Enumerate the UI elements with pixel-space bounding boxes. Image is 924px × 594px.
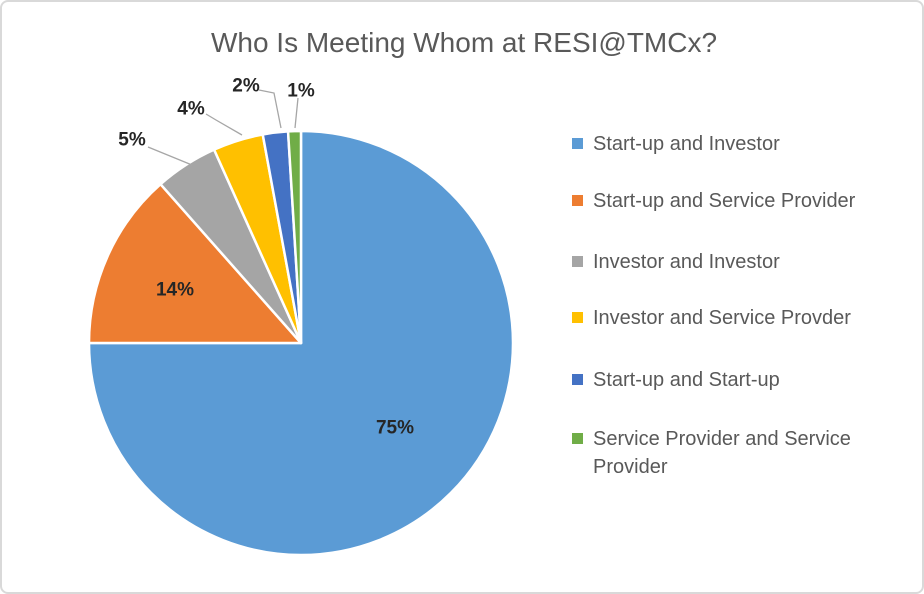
legend-swatch-startup-service-provider (572, 195, 583, 206)
legend-label: Start-up and Service Provider (593, 190, 856, 212)
legend-swatch-startup-startup (572, 374, 583, 385)
legend-item-startup-investor: Start-up and Investor (570, 130, 910, 158)
chart-title: Who Is Meeting Whom at RESI@TMCx? (210, 27, 718, 58)
percent-label: 14% (156, 280, 194, 301)
percent-label: 4% (177, 99, 205, 120)
label-leader-line (258, 89, 282, 129)
label-leader-line (205, 113, 243, 136)
legend-swatch-investor-investor (572, 256, 583, 267)
pie-slice-2 (87, 182, 303, 345)
legend-label: Investor and Investor (593, 251, 780, 273)
percent-label: 5% (118, 130, 146, 151)
legend-swatch-investor-service-provider (572, 312, 583, 323)
legend-swatch-startup-investor (572, 138, 583, 149)
legend-label: Start-up and Investor (593, 133, 780, 155)
percent-label: 2% (232, 76, 260, 97)
legend-swatch-service-provider-service-provider (572, 433, 583, 444)
legend-label: Investor and Service Provder (593, 307, 851, 329)
legend-label: Start-up and Start-up (593, 369, 780, 391)
percent-label: 1% (287, 81, 315, 102)
legend-item-investor-service-provider: Investor and Service Provder (570, 304, 910, 332)
pie-slice-6 (286, 129, 303, 345)
label-leader-line (294, 97, 299, 129)
label-leader-line (147, 146, 193, 166)
legend: Start-up and Investor Start-up and Servi… (570, 2, 918, 592)
percent-label: 75% (376, 418, 414, 439)
legend-item-service-provider-service-provider: Service Provider and Service Provider (570, 425, 910, 481)
legend-item-startup-service-provider: Start-up and Service Provider (570, 187, 910, 215)
pie-slice-1 (87, 129, 515, 557)
legend-label: Service Provider and Service Provider (593, 428, 851, 478)
legend-item-startup-startup: Start-up and Start-up (570, 366, 910, 394)
legend-item-investor-investor: Investor and Investor (570, 248, 910, 276)
